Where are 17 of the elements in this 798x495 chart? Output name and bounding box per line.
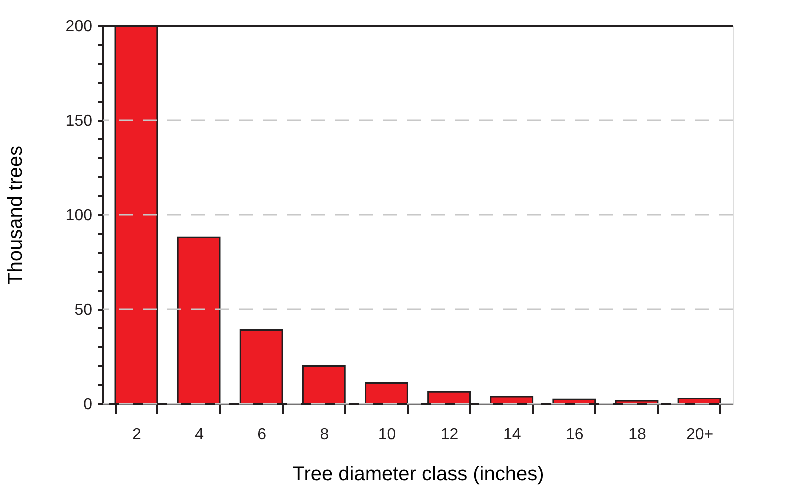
y-tick-label: 200 xyxy=(66,18,93,36)
x-tick-label: 12 xyxy=(440,426,459,444)
x-tick-label: 20+ xyxy=(686,426,714,444)
y-tick-label: 0 xyxy=(84,396,93,414)
y-tick-label: 100 xyxy=(66,208,93,224)
x-tick-label: 18 xyxy=(628,426,646,444)
x-axis-title: Tree diameter class (inches) xyxy=(292,464,544,486)
x-tick-label: 4 xyxy=(195,426,204,444)
x-tick-label: 10 xyxy=(378,426,396,444)
y-tick-label: 150 xyxy=(66,113,93,130)
x-tick-label: 6 xyxy=(258,426,267,444)
x-tick-label: 14 xyxy=(503,426,522,444)
x-tick-label: 8 xyxy=(320,426,330,444)
x-tick-label: 2 xyxy=(132,426,142,444)
y-axis-title: Thousand trees xyxy=(4,146,27,285)
x-tick-label: 16 xyxy=(566,426,584,444)
y-tick-label: 50 xyxy=(74,302,93,319)
